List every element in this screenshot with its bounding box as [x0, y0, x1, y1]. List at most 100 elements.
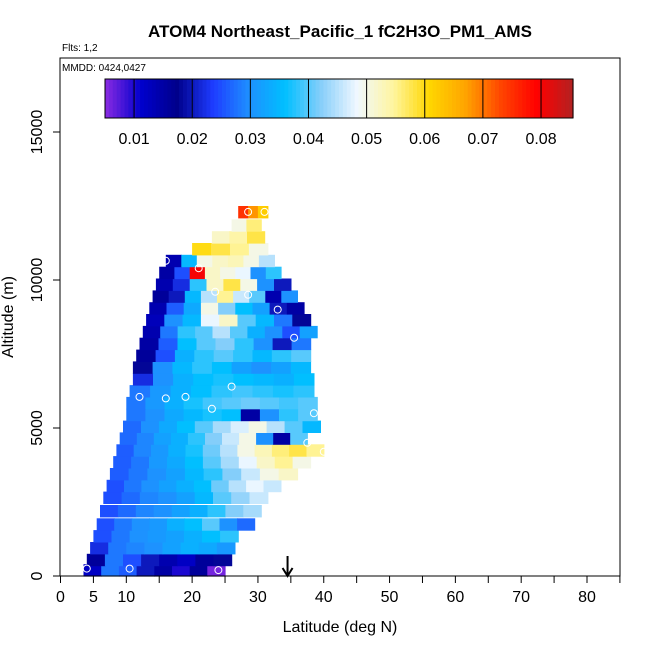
colorbar-segment: [541, 79, 547, 118]
heatmap-cell: [174, 266, 191, 280]
heatmap-cell: [183, 408, 204, 422]
colorbar-segment: [261, 79, 266, 118]
heatmap-cell: [254, 444, 273, 457]
heatmap-cell: [292, 456, 312, 469]
colorbar-segment: [311, 79, 317, 118]
colorbar-segment: [335, 79, 340, 118]
colorbar-segment: [300, 79, 305, 118]
heatmap-cell: [282, 325, 301, 339]
colorbar-segment: [405, 79, 410, 118]
heatmap-cell: [192, 361, 213, 374]
colorbar-segment: [116, 79, 122, 118]
heatmap-cell: [211, 231, 230, 244]
heatmap-cell: [220, 444, 238, 457]
y-axis: 0 5000 10000 15000: [29, 110, 60, 580]
heatmap-cell: [171, 505, 191, 518]
x-tick-label: 60: [446, 589, 464, 606]
heatmap-cell: [154, 564, 173, 577]
colorbar-segment: [463, 79, 469, 118]
heatmap-cell: [185, 444, 204, 457]
heatmap-cell: [189, 505, 209, 518]
heatmap-cell: [232, 385, 254, 398]
sample-marker: [273, 305, 282, 314]
heatmap-cell: [152, 361, 173, 374]
heatmap-cell: [225, 505, 244, 518]
heatmap-cell: [233, 349, 254, 362]
colorbar-segment: [483, 79, 488, 118]
heatmap-cell: [124, 479, 142, 493]
sample-marker: [260, 207, 269, 216]
colorbar-segment: [498, 79, 504, 118]
sample-marker: [214, 566, 223, 575]
heatmap-cell: [234, 337, 255, 351]
heatmap-cell: [162, 542, 182, 555]
heatmap-cell: [213, 553, 233, 567]
colorbar-segment: [264, 79, 270, 118]
heatmap-cell: [252, 349, 273, 362]
heatmap-cell: [202, 396, 223, 410]
colorbar-segment: [319, 79, 324, 118]
heatmap-cell: [202, 444, 221, 457]
heatmap-cell: [90, 542, 109, 555]
x-tick-label: 50: [381, 589, 399, 606]
colorbar-segment: [479, 79, 484, 118]
colorbar-segment: [545, 79, 551, 118]
colorbar-segment: [163, 79, 168, 118]
heatmap-cell: [271, 349, 292, 362]
x-tick-label: 80: [578, 589, 596, 606]
heatmap-cell: [237, 314, 257, 327]
colorbar-segment: [409, 79, 414, 118]
colorbar-segment: [120, 79, 126, 118]
colorbar-segment: [549, 79, 555, 118]
heatmap-cell: [272, 385, 294, 398]
colorbar-segment: [296, 79, 301, 118]
colorbar-segment: [229, 79, 235, 118]
heatmap-cell: [189, 564, 208, 577]
heatmap-cell: [174, 349, 195, 362]
y-tick-label: 10000: [29, 258, 46, 303]
colorbar-segment: [518, 79, 523, 118]
colorbar-segment: [417, 79, 422, 118]
colorbar-segment: [389, 79, 395, 118]
heatmap-cell: [257, 278, 275, 291]
colorbar-segment: [136, 79, 141, 118]
sample-marker: [319, 447, 328, 456]
heatmap-cell: [240, 408, 261, 422]
heatmap-cell: [200, 302, 219, 315]
colorbar-segment: [569, 79, 574, 118]
x-tick-label: 0: [56, 589, 65, 606]
heatmap-cell: [252, 385, 274, 398]
colorbar-segment: [358, 79, 363, 118]
heatmap-cell: [142, 325, 161, 339]
heatmap-cell: [219, 518, 238, 531]
colorbar-segment: [190, 79, 196, 118]
heatmap-cell: [221, 396, 242, 410]
heatmap-cell: [167, 456, 186, 469]
colorbar-segment: [553, 79, 558, 118]
heatmap-cell: [289, 444, 308, 457]
colorbar-segment: [272, 79, 278, 118]
heatmap-cell: [151, 444, 169, 457]
heatmap-cell: [235, 266, 252, 280]
colorbar-segment: [413, 79, 418, 118]
heatmap-cell: [195, 553, 215, 567]
colorbar-segment: [510, 79, 516, 118]
heatmap-cell: [166, 468, 186, 481]
heatmap-cell: [164, 314, 184, 327]
heatmap-cell: [248, 206, 259, 219]
heatmap-cell: [213, 491, 232, 504]
colorbar-segment: [374, 79, 379, 118]
heatmap-cell: [230, 420, 250, 433]
heatmap-cell: [219, 314, 239, 327]
colorbar-frame: [104, 78, 574, 119]
colorbar-segment: [175, 79, 180, 118]
heatmap-cell: [146, 314, 165, 327]
heatmap-cell: [249, 290, 266, 303]
heatmap-cell: [212, 325, 231, 339]
heatmap-cell: [211, 361, 233, 374]
x-tick-label: 20: [183, 589, 201, 606]
colorbar-segment: [331, 79, 336, 118]
colorbar-segment: [530, 79, 535, 118]
heatmap-cell: [220, 266, 236, 280]
heatmap-cell: [255, 314, 275, 327]
